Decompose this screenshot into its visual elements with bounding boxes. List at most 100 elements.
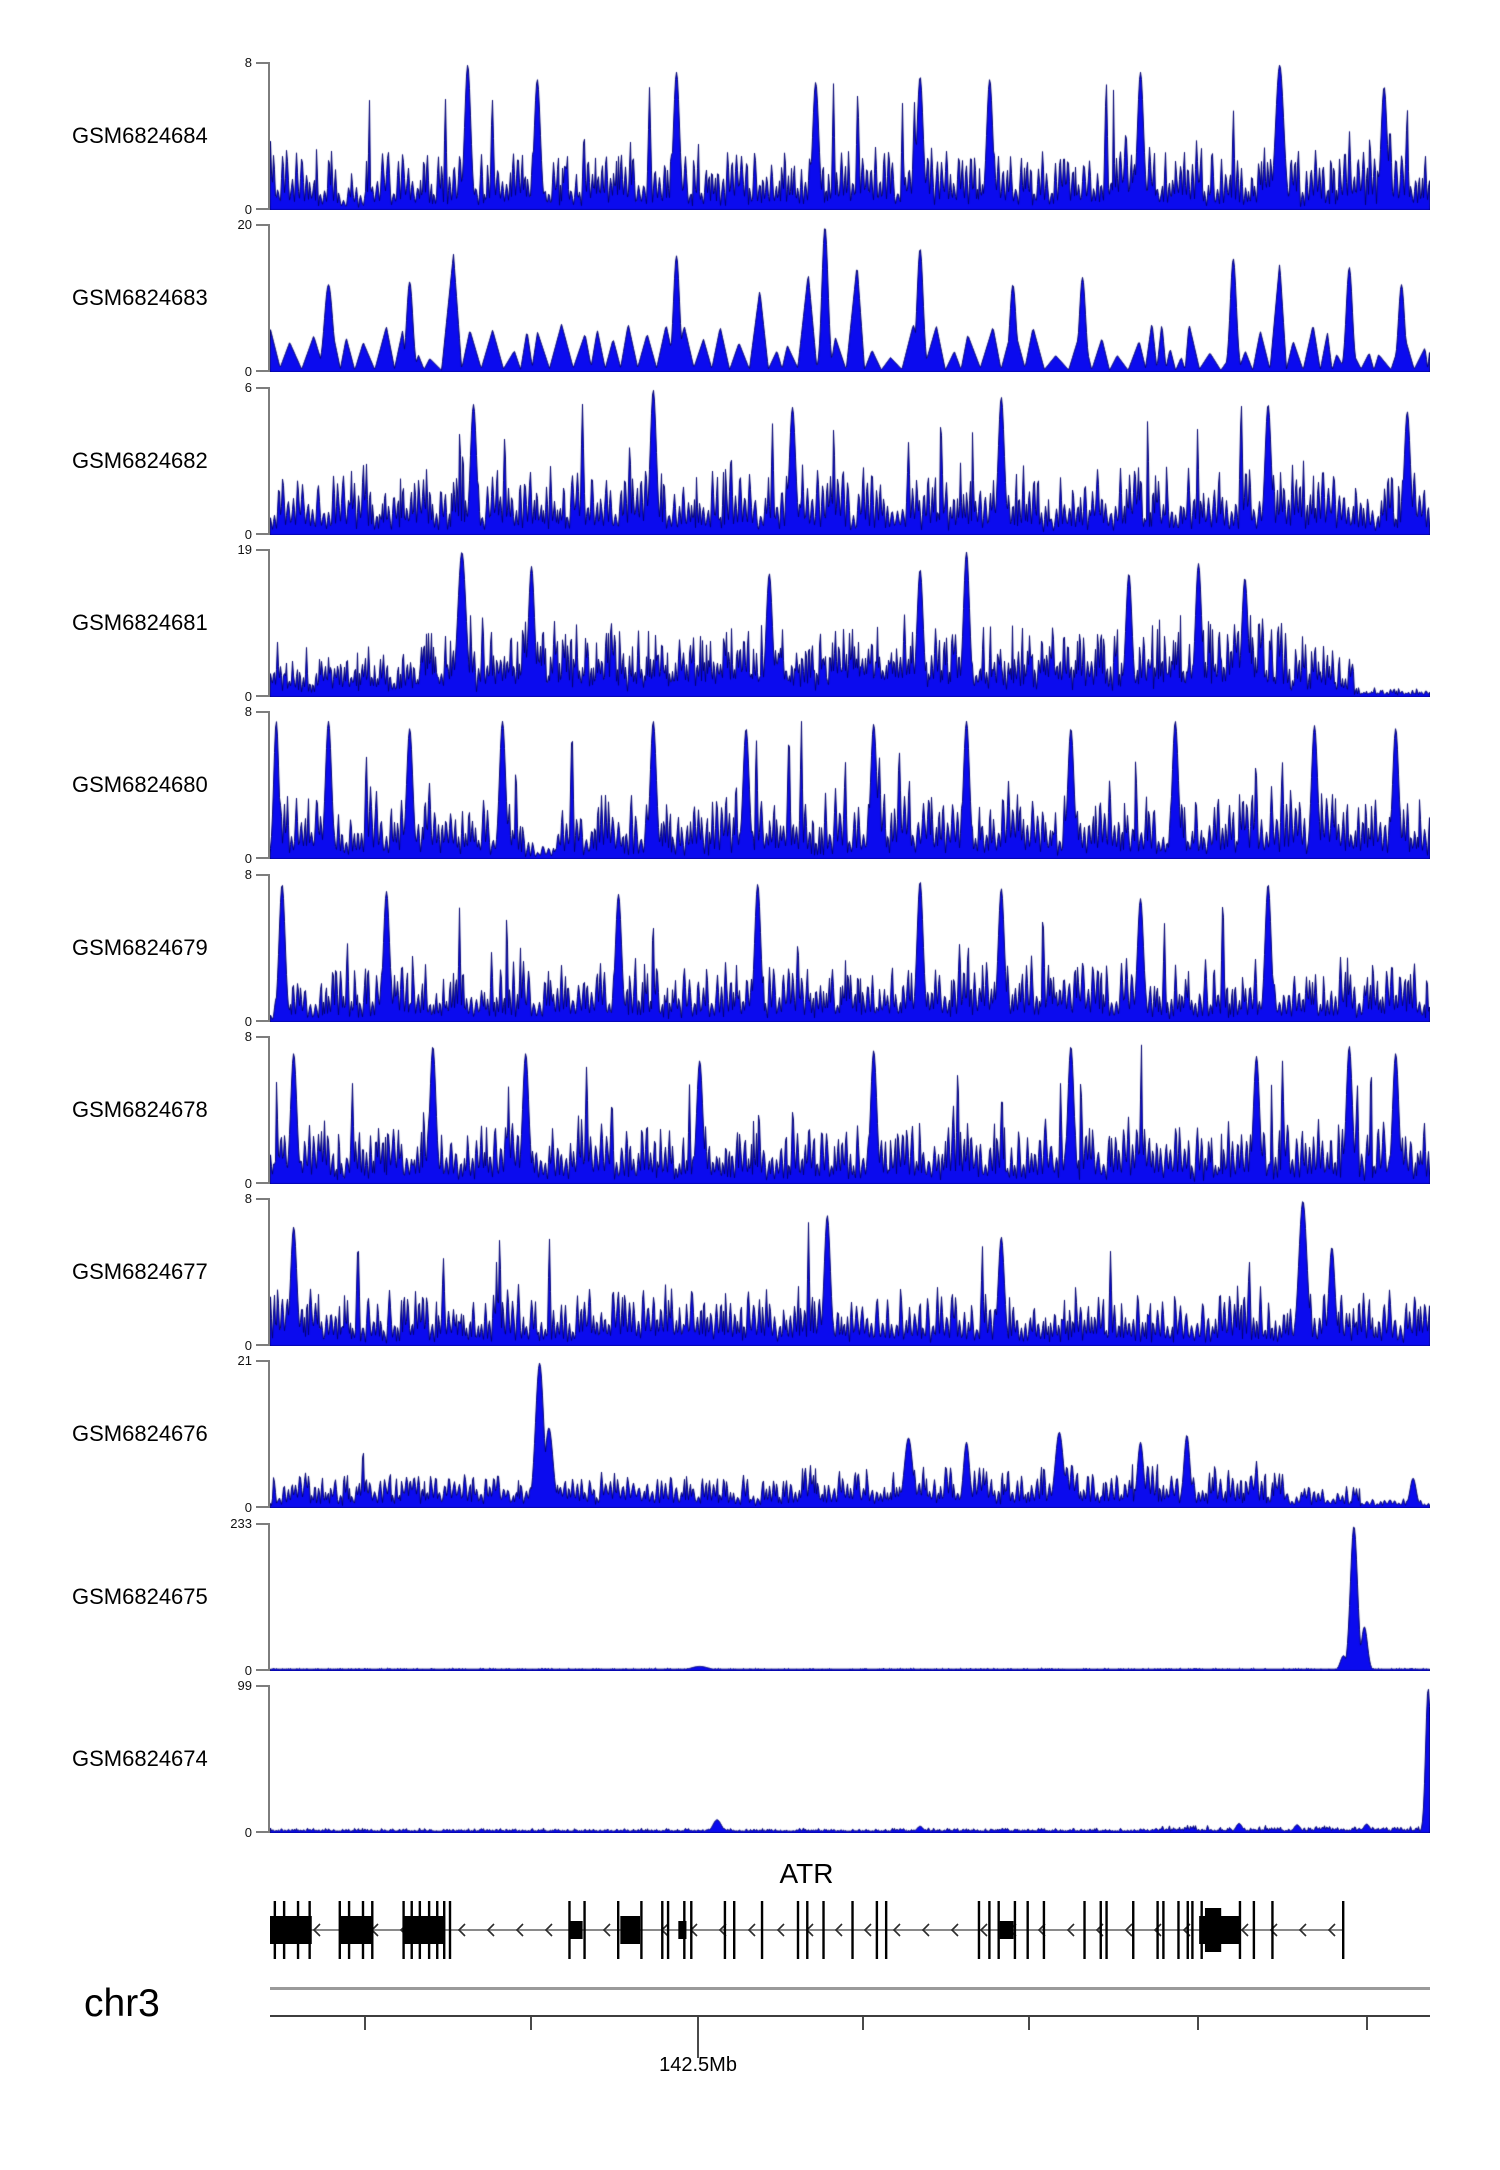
track-row: GSM6824684 8 0 (0, 55, 1500, 217)
y-axis-top-tick (256, 1035, 269, 1038)
coverage-plot-canvas (270, 1035, 1430, 1184)
utr-exon-box (999, 1921, 1014, 1939)
track-label: GSM6824674 (72, 1746, 208, 1771)
exon-boundary-line (1162, 1901, 1165, 1959)
y-axis-line (268, 1522, 270, 1671)
track-label: GSM6824677 (72, 1259, 208, 1285)
exon-boundary-line (1252, 1901, 1256, 1959)
y-axis-bottom-tick (256, 1019, 269, 1022)
y-axis-bottom-tick (256, 857, 269, 860)
y-axis-top-tick (256, 1360, 269, 1363)
exon-boundary-line (988, 1901, 991, 1959)
exon-boundary-line (796, 1901, 800, 1959)
track-row: GSM6824683 20 0 (0, 217, 1500, 379)
y-axis-top-tick (256, 1685, 269, 1687)
chromosome-label: chr3 (84, 1982, 160, 2025)
exon-boundary-line (1099, 1901, 1102, 1959)
track-row: GSM6824679 8 0 (0, 867, 1500, 1029)
strand-arrow-left-icon (602, 1923, 611, 1937)
track-row: GSM6824680 8 0 (0, 704, 1500, 866)
y-axis-line (268, 224, 270, 373)
y-axis-max-label: 8 (244, 1191, 252, 1207)
strand-arrow-left-icon (1153, 1923, 1162, 1937)
y-axis-zero-label: 0 (244, 1662, 252, 1678)
utr-exon-box (678, 1921, 687, 1939)
y-axis-line (268, 62, 270, 210)
coding-exon-box (270, 1916, 312, 1944)
strand-arrow-left-icon (544, 1923, 553, 1937)
y-axis-zero-label: 0 (244, 688, 252, 704)
coverage-plot-canvas (270, 548, 1430, 697)
exon-boundary-line (1105, 1901, 1108, 1959)
y-axis-max-label: 8 (244, 55, 252, 70)
y-axis-max-label: 19 (237, 541, 252, 557)
exon-boundary-line (661, 1901, 664, 1959)
y-axis-zero-label: 0 (244, 1175, 252, 1191)
exon-boundary-line (1177, 1901, 1180, 1959)
track-row: GSM6824677 8 0 (0, 1191, 1500, 1353)
exon-boundary-line (666, 1901, 670, 1959)
y-axis-top-tick (256, 711, 269, 714)
track-label: GSM6824678 (72, 1096, 208, 1122)
y-axis-top-tick (256, 224, 269, 227)
exon-boundary-line (640, 1901, 643, 1959)
exon-boundary-line (1271, 1901, 1274, 1959)
y-axis-bottom-tick (256, 1831, 269, 1833)
y-axis-bottom-tick (256, 1668, 269, 1671)
utr-exon-box (569, 1921, 583, 1939)
genome-axis-line (270, 2015, 1430, 2017)
coverage-plot-canvas (270, 1685, 1430, 1833)
coverage-plot-canvas (270, 873, 1430, 1022)
exon-boundary-line (1191, 1901, 1194, 1959)
y-axis-line (268, 873, 270, 1022)
exon-boundary-line (723, 1901, 727, 1959)
track-label: GSM6824683 (72, 285, 208, 311)
y-axis-zero-label: 0 (244, 202, 252, 217)
y-axis-max-label: 99 (237, 1678, 252, 1693)
y-axis-zero-label: 0 (244, 364, 252, 380)
y-axis-bottom-tick (256, 208, 269, 210)
exon-boundary-line (617, 1901, 620, 1959)
strand-arrow-left-icon (1066, 1923, 1075, 1937)
y-axis-bottom-tick (256, 370, 269, 373)
strand-arrow-left-icon (921, 1923, 930, 1937)
strand-arrow-left-icon (312, 1923, 321, 1937)
y-axis-max-label: 8 (244, 1028, 252, 1044)
y-axis-bottom-tick (256, 532, 269, 535)
exon-boundary-line (1238, 1901, 1242, 1959)
y-axis-bottom-tick (256, 1344, 269, 1347)
exon-boundary-line (690, 1901, 693, 1959)
exon-boundary-line (884, 1901, 888, 1959)
gene-model (270, 1901, 1345, 1959)
y-axis-bottom-tick (256, 694, 269, 697)
y-axis-top-tick (256, 873, 269, 876)
y-axis-line (268, 548, 270, 697)
exon-boundary-line (997, 1901, 1000, 1959)
track-row: GSM6824682 6 0 (0, 380, 1500, 542)
track-label: GSM6824675 (72, 1583, 208, 1609)
y-axis-line (268, 1035, 270, 1184)
strand-arrow-left-icon (515, 1923, 524, 1937)
y-axis-zero-label: 0 (244, 1013, 252, 1029)
strand-arrow-left-icon (457, 1923, 466, 1937)
exon-boundary-line (1083, 1901, 1086, 1959)
y-axis-top-tick (256, 1522, 269, 1525)
coverage-plot-canvas (270, 386, 1430, 535)
exon-boundary-line (1132, 1901, 1135, 1959)
y-axis-max-label: 8 (244, 704, 252, 720)
range-line (270, 1987, 1430, 1990)
y-axis-line (268, 386, 270, 535)
coding-exon-box (403, 1916, 446, 1944)
strand-arrow-left-icon (979, 1923, 988, 1937)
track-label: GSM6824676 (72, 1421, 208, 1447)
gene-name-label: ATR (779, 1858, 834, 1889)
coverage-plot-canvas (270, 1198, 1430, 1347)
y-axis-max-label: 8 (244, 866, 252, 882)
exon-boundary-line (448, 1901, 452, 1959)
exon-boundary-line (1013, 1901, 1017, 1959)
exon-boundary-line (1026, 1901, 1029, 1959)
exon-boundary-line (875, 1901, 879, 1959)
track-row: GSM6824675 233 0 (0, 1516, 1500, 1678)
y-axis-zero-label: 0 (244, 851, 252, 867)
